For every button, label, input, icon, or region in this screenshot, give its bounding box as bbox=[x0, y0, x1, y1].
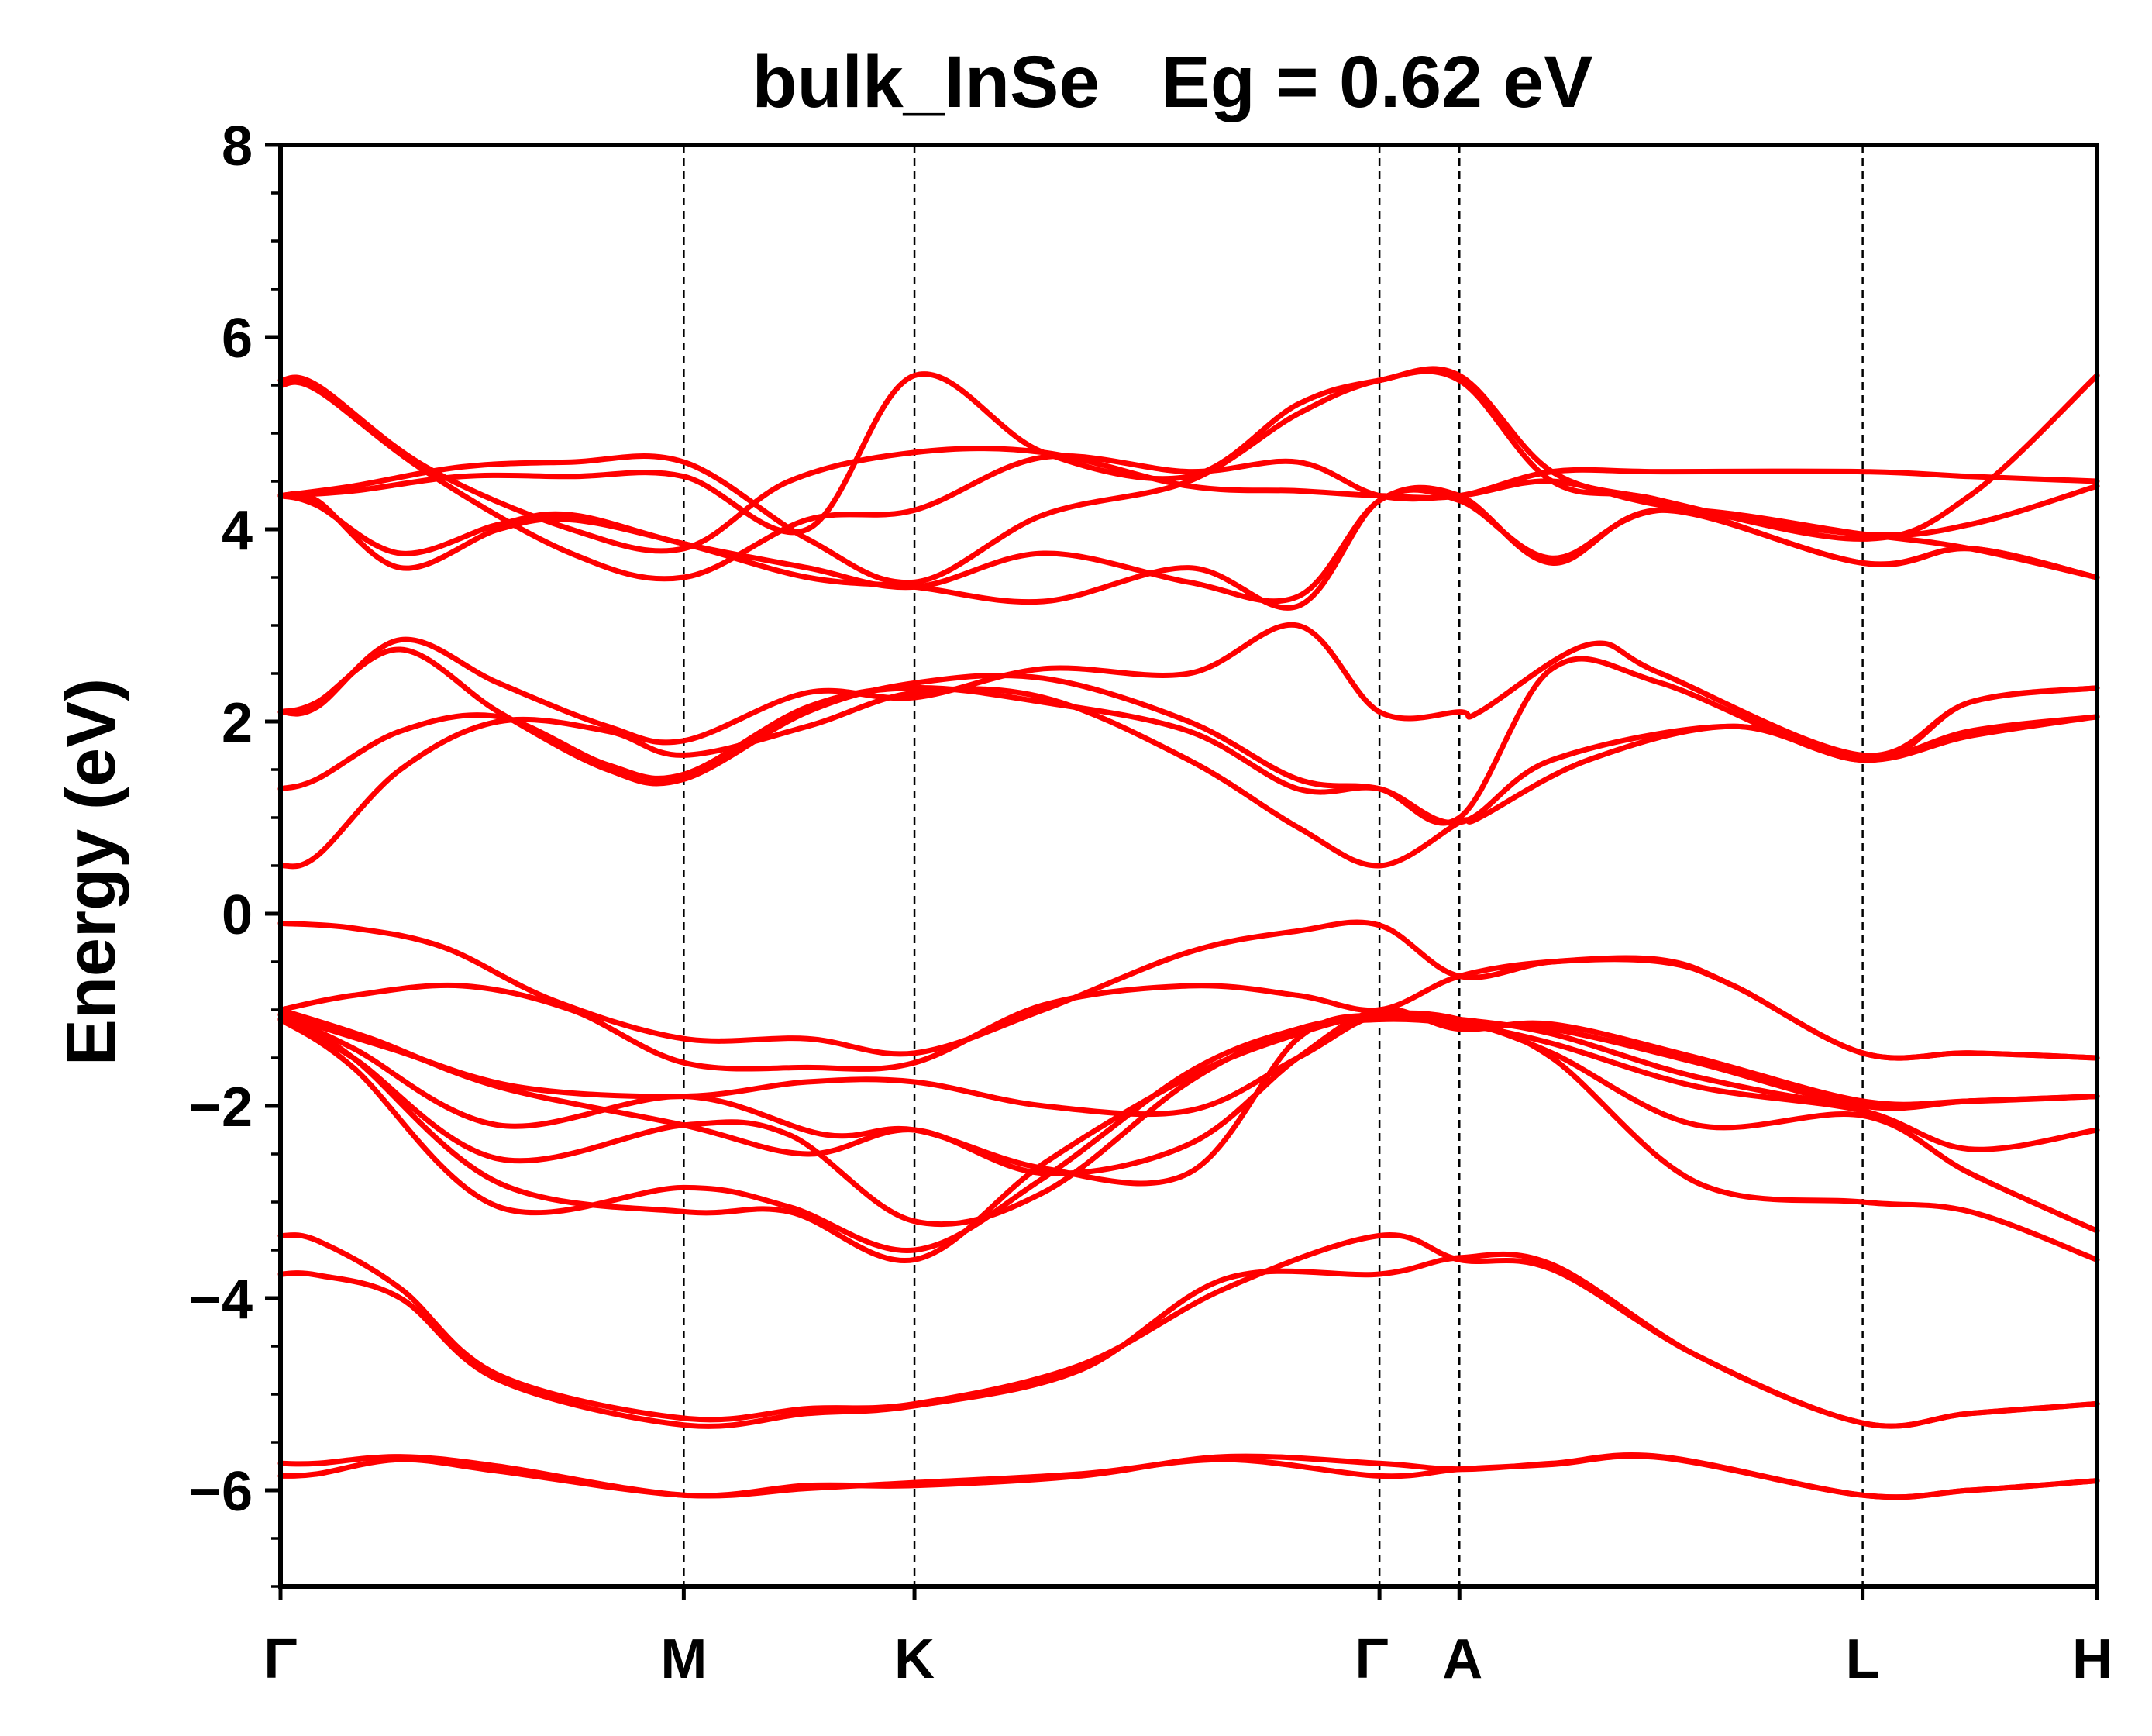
band-line bbox=[277, 1011, 2100, 1187]
band-lines bbox=[277, 366, 2100, 1500]
band-line bbox=[277, 956, 2100, 1072]
band-line bbox=[277, 1453, 2100, 1500]
x-tick-label: Γ bbox=[263, 1628, 297, 1690]
band-line bbox=[277, 366, 2100, 542]
band-line bbox=[277, 646, 2100, 826]
band-line bbox=[277, 919, 2100, 1061]
band-line bbox=[277, 686, 2100, 870]
x-tick-label: Γ bbox=[1355, 1628, 1388, 1690]
y-tick-label: 4 bbox=[222, 500, 253, 562]
y-tick-label: 2 bbox=[222, 692, 253, 754]
y-axis-label: Energy (eV) bbox=[53, 678, 130, 1066]
y-tick-label: −6 bbox=[189, 1461, 253, 1523]
y-tick-label: 0 bbox=[222, 884, 253, 946]
band-line bbox=[277, 368, 2100, 586]
x-tick-label: L bbox=[1846, 1628, 1880, 1690]
chart-title: bulk_InSe Eg = 0.62 eV bbox=[752, 41, 1592, 123]
band-line bbox=[277, 1010, 2100, 1118]
x-tick-label: A bbox=[1442, 1628, 1482, 1690]
band-line bbox=[277, 1014, 2100, 1254]
band-line bbox=[277, 1016, 2100, 1228]
x-tick-label: H bbox=[2072, 1628, 2112, 1690]
y-axis: 8 6 4 2 0 −2 −4 −6 bbox=[189, 115, 281, 1588]
band-line bbox=[277, 1010, 2100, 1264]
y-tick-label: −4 bbox=[189, 1269, 253, 1331]
band-line bbox=[277, 1251, 2100, 1429]
x-tick-label: K bbox=[894, 1628, 935, 1690]
y-tick-label: 8 bbox=[222, 115, 253, 177]
band-line bbox=[277, 487, 2100, 611]
band-line bbox=[277, 622, 2100, 759]
x-tick-label: M bbox=[660, 1628, 707, 1690]
plot-frame bbox=[278, 143, 2099, 1589]
band-line bbox=[277, 1006, 2100, 1176]
y-tick-label: 6 bbox=[222, 308, 253, 370]
y-tick-label: −2 bbox=[189, 1076, 253, 1138]
kpoint-dividers bbox=[683, 145, 1864, 1586]
